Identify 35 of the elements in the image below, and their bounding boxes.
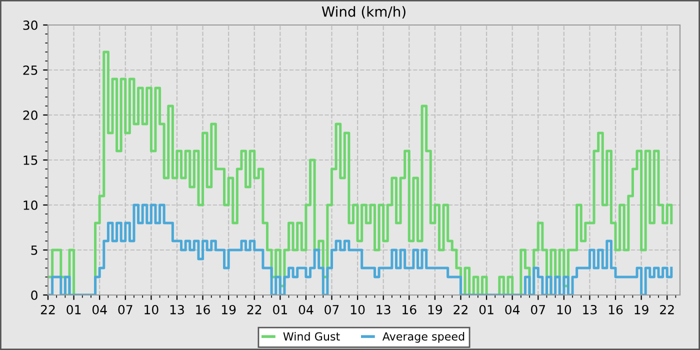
x-tick-label: 19 bbox=[634, 304, 648, 314]
x-tick-label: 10 bbox=[350, 304, 365, 314]
x-tick-label: 13 bbox=[170, 304, 184, 314]
x-tick-label: 22 bbox=[660, 304, 674, 314]
chart-title: Wind (km/h) bbox=[322, 6, 406, 18]
x-tick-label: 16 bbox=[196, 304, 210, 314]
x-tick-label: 10 bbox=[144, 304, 158, 314]
x-tick-label: 19 bbox=[222, 304, 236, 314]
y-tick-label: 25 bbox=[23, 65, 38, 75]
y-tick-label: 10 bbox=[24, 200, 38, 210]
y-tick-label: 20 bbox=[23, 110, 38, 120]
x-tick-label: 13 bbox=[583, 304, 597, 314]
x-tick-label: 22 bbox=[247, 304, 262, 314]
legend-label: Wind Gust bbox=[283, 332, 340, 341]
y-tick-label: 15 bbox=[24, 156, 38, 165]
x-tick-label: 07 bbox=[324, 304, 339, 314]
x-tick-label: 04 bbox=[505, 304, 520, 314]
x-tick-label: 16 bbox=[402, 304, 416, 314]
x-tick-label: 07 bbox=[118, 304, 132, 314]
y-tick-label: 30 bbox=[23, 20, 38, 30]
x-tick-label: 01 bbox=[273, 304, 287, 314]
x-tick-label: 22 bbox=[454, 304, 468, 314]
x-tick-label: 01 bbox=[66, 304, 81, 314]
x-tick-label: 04 bbox=[298, 304, 314, 314]
x-tick-label: 07 bbox=[530, 304, 546, 314]
y-tick-label: 5 bbox=[31, 246, 38, 255]
x-tick-label: 16 bbox=[608, 304, 623, 314]
y-tick-label: 0 bbox=[31, 290, 38, 300]
x-tick-label: 01 bbox=[479, 304, 494, 314]
x-tick-label: 04 bbox=[92, 304, 107, 314]
x-tick-label: 19 bbox=[428, 304, 442, 314]
x-tick-label: 22 bbox=[40, 304, 55, 314]
x-tick-label: 13 bbox=[376, 304, 390, 314]
x-tick-label: 10 bbox=[557, 304, 572, 314]
legend-label: Average speed bbox=[382, 332, 464, 343]
